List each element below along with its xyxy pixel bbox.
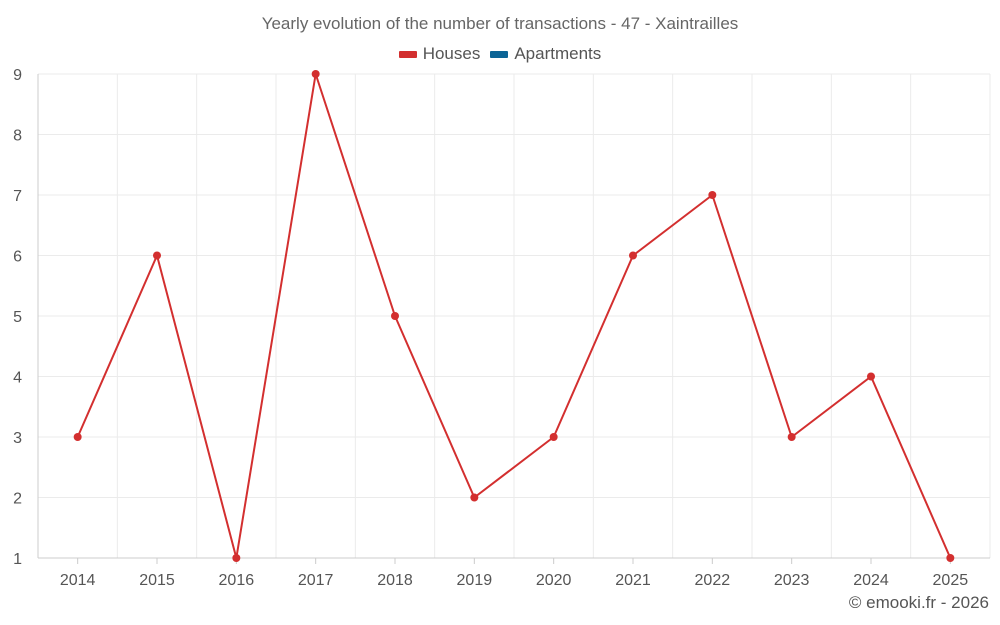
grid <box>37 73 991 559</box>
data-point-houses <box>73 433 82 441</box>
x-tick-label: 2014 <box>60 572 96 589</box>
x-tick-label: 2021 <box>615 572 651 589</box>
x-tick-label: 2019 <box>457 572 493 589</box>
legend-item-apartments[interactable]: Apartments <box>490 44 601 64</box>
x-tick-label: 2015 <box>139 572 175 589</box>
y-tick-label: 4 <box>13 370 22 387</box>
x-tick-label: 2024 <box>853 572 889 589</box>
legend-swatch-apartments <box>490 50 509 58</box>
x-tick-label: 2023 <box>774 572 810 589</box>
y-tick-label: 2 <box>13 491 22 508</box>
data-point-houses <box>470 493 479 502</box>
data-point-houses <box>867 372 875 381</box>
y-tick-label: 6 <box>13 249 22 266</box>
x-axis-labels: 2014 2015 2016 2017 2018 2019 2020 2021 2022 2023… <box>60 572 968 589</box>
chart-title: Yearly evolution of the number of transa… <box>261 14 739 33</box>
y-tick-label: 1 <box>13 551 22 568</box>
legend-label-houses: Houses <box>422 44 481 63</box>
credit-text: © emooki.fr - 2026 <box>848 593 989 612</box>
series-layer <box>73 70 955 562</box>
y-tick-label: 8 <box>13 128 22 145</box>
data-point-houses <box>708 191 717 199</box>
axes <box>37 74 990 564</box>
data-point-houses <box>153 251 161 260</box>
data-point-houses <box>311 70 320 78</box>
data-point-houses <box>391 312 399 320</box>
y-tick-label: 9 <box>13 67 22 84</box>
legend-label-apartments: Apartments <box>514 44 602 63</box>
legend-item-houses[interactable]: Houses <box>398 44 481 64</box>
series-line-houses <box>76 73 952 559</box>
x-tick-label: 2018 <box>377 572 413 589</box>
data-point-houses <box>232 554 241 562</box>
y-tick-label: 7 <box>13 188 22 205</box>
y-tick-label: 5 <box>13 309 22 326</box>
data-point-houses <box>946 554 955 562</box>
y-tick-label: 3 <box>13 430 22 447</box>
data-point-houses <box>629 251 637 260</box>
y-axis-labels: 1 2 3 4 5 6 7 8 9 <box>13 67 22 568</box>
data-point-houses <box>549 433 558 441</box>
legend-swatch-houses <box>398 50 417 58</box>
x-tick-label: 2016 <box>219 572 255 589</box>
data-point-houses <box>787 433 796 441</box>
x-tick-label: 2022 <box>695 572 731 589</box>
x-tick-label: 2025 <box>933 572 969 589</box>
x-tick-label: 2017 <box>298 572 334 589</box>
x-tick-label: 2020 <box>536 572 572 589</box>
legend: Houses Apartments <box>0 44 1000 64</box>
